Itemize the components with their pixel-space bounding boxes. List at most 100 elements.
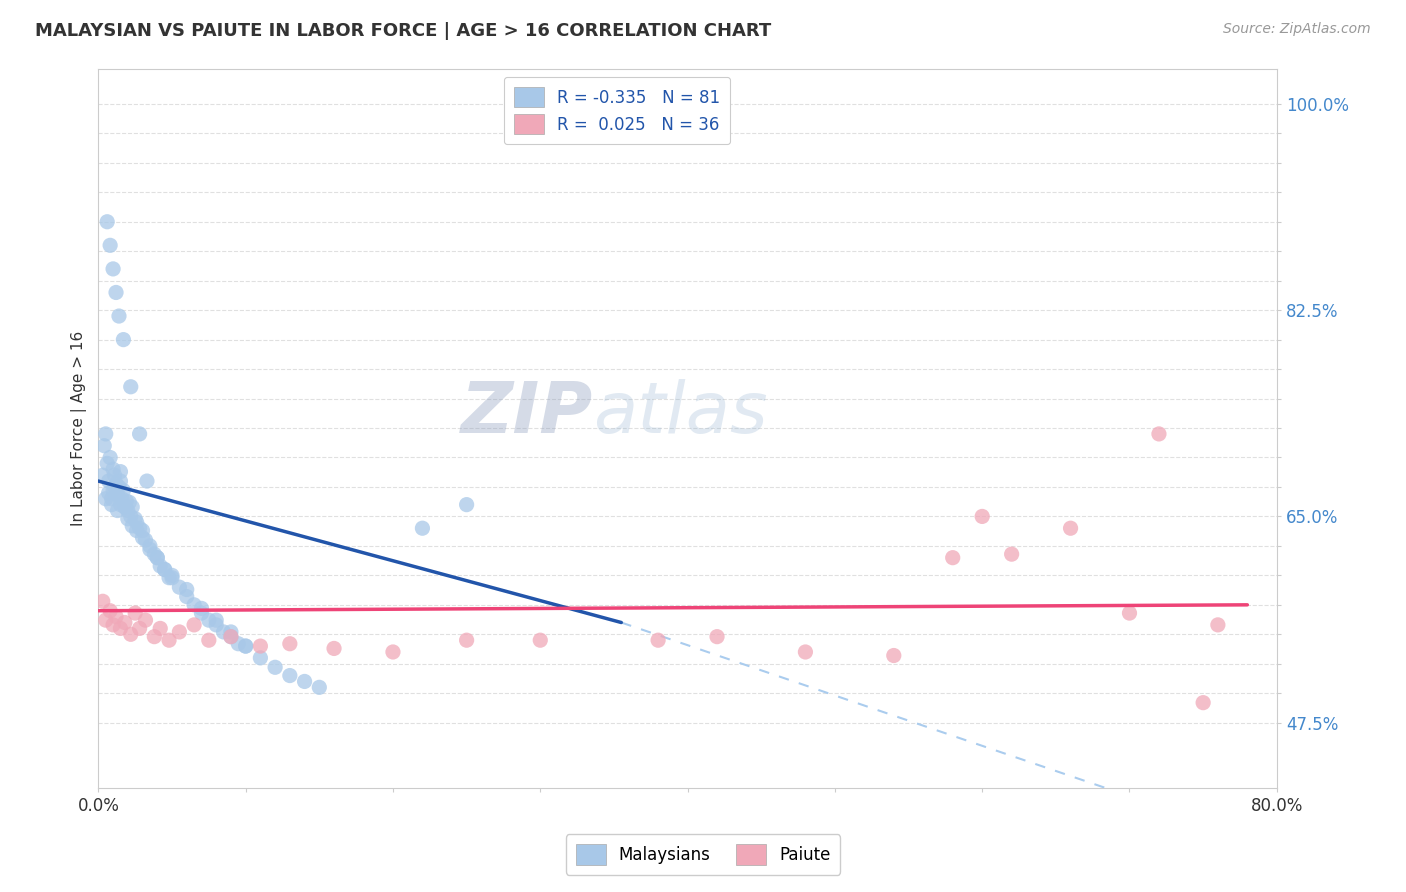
Point xyxy=(105,609,128,624)
Point xyxy=(883,648,905,663)
Point xyxy=(105,476,128,491)
Point xyxy=(108,480,131,494)
Point xyxy=(160,568,183,582)
Point xyxy=(96,215,118,229)
Y-axis label: In Labor Force | Age > 16: In Labor Force | Age > 16 xyxy=(72,330,87,525)
Text: MALAYSIAN VS PAIUTE IN LABOR FORCE | AGE > 16 CORRELATION CHART: MALAYSIAN VS PAIUTE IN LABOR FORCE | AGE… xyxy=(35,22,772,40)
Point xyxy=(212,624,235,639)
Point xyxy=(121,519,143,533)
Point xyxy=(143,547,166,561)
Point xyxy=(96,456,118,470)
Point xyxy=(97,486,120,500)
Point xyxy=(117,512,139,526)
Point xyxy=(219,630,242,644)
Point xyxy=(105,285,128,300)
Point xyxy=(98,238,121,252)
Point xyxy=(647,633,669,648)
Point xyxy=(100,498,122,512)
Point xyxy=(146,550,169,565)
Point xyxy=(124,606,146,620)
Point xyxy=(114,500,136,514)
Point xyxy=(706,630,728,644)
Point xyxy=(157,571,180,585)
Point xyxy=(103,468,125,483)
Point xyxy=(1059,521,1081,535)
Point xyxy=(124,512,146,526)
Point xyxy=(117,503,139,517)
Point xyxy=(942,550,965,565)
Point xyxy=(190,601,212,615)
Point xyxy=(91,594,114,608)
Point xyxy=(146,550,169,565)
Point xyxy=(94,426,117,441)
Point xyxy=(176,590,198,604)
Point xyxy=(125,516,148,530)
Point xyxy=(235,639,257,653)
Point xyxy=(1206,618,1229,632)
Point xyxy=(308,681,330,695)
Point xyxy=(107,503,129,517)
Point xyxy=(219,624,242,639)
Point xyxy=(198,633,221,648)
Point xyxy=(226,637,249,651)
Point xyxy=(128,426,150,441)
Point xyxy=(101,483,124,498)
Point xyxy=(149,621,172,635)
Point xyxy=(157,633,180,648)
Point xyxy=(190,606,212,620)
Point xyxy=(139,539,162,553)
Point xyxy=(134,533,156,547)
Point xyxy=(411,521,433,535)
Point xyxy=(456,633,478,648)
Point xyxy=(183,618,205,632)
Point xyxy=(110,474,132,488)
Point xyxy=(111,491,134,506)
Point xyxy=(205,618,228,632)
Point xyxy=(205,613,228,627)
Point xyxy=(97,474,120,488)
Point xyxy=(128,521,150,535)
Point xyxy=(118,495,141,509)
Point xyxy=(169,624,191,639)
Point xyxy=(120,509,142,524)
Point xyxy=(114,615,136,630)
Point xyxy=(136,474,159,488)
Point xyxy=(219,630,242,644)
Point xyxy=(98,604,121,618)
Point xyxy=(107,488,129,502)
Point xyxy=(121,500,143,514)
Point xyxy=(264,660,287,674)
Point xyxy=(115,494,138,508)
Point xyxy=(149,558,172,573)
Point xyxy=(120,627,142,641)
Point xyxy=(794,645,817,659)
Point xyxy=(278,668,301,682)
Point xyxy=(98,450,121,465)
Point xyxy=(198,613,221,627)
Point xyxy=(101,618,124,632)
Point xyxy=(972,509,994,524)
Point xyxy=(143,630,166,644)
Point xyxy=(101,462,124,476)
Point xyxy=(108,309,131,323)
Point xyxy=(103,480,125,494)
Point xyxy=(183,598,205,612)
Point xyxy=(134,613,156,627)
Point xyxy=(128,621,150,635)
Point xyxy=(235,639,257,653)
Point xyxy=(1147,426,1170,441)
Point xyxy=(153,562,176,576)
Point xyxy=(249,651,271,665)
Point xyxy=(456,498,478,512)
Point xyxy=(114,500,136,514)
Point xyxy=(110,498,132,512)
Point xyxy=(112,333,135,347)
Point xyxy=(153,562,176,576)
Point xyxy=(131,524,153,538)
Text: ZIP: ZIP xyxy=(461,379,593,448)
Point xyxy=(93,439,115,453)
Point xyxy=(125,524,148,538)
Point xyxy=(160,571,183,585)
Text: atlas: atlas xyxy=(593,379,768,448)
Point xyxy=(1001,547,1024,561)
